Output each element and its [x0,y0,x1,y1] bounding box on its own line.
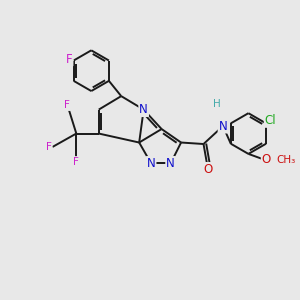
Text: F: F [74,157,79,167]
Text: Cl: Cl [265,114,276,127]
Text: N: N [139,103,148,116]
Text: F: F [46,142,52,152]
Text: F: F [64,100,70,110]
Text: F: F [66,52,73,65]
Text: N: N [147,157,155,170]
Text: H: H [213,99,221,109]
Text: N: N [166,157,175,170]
Text: N: N [219,120,227,133]
Text: CH₃: CH₃ [276,155,296,165]
Text: O: O [262,153,271,167]
Text: O: O [203,163,213,176]
